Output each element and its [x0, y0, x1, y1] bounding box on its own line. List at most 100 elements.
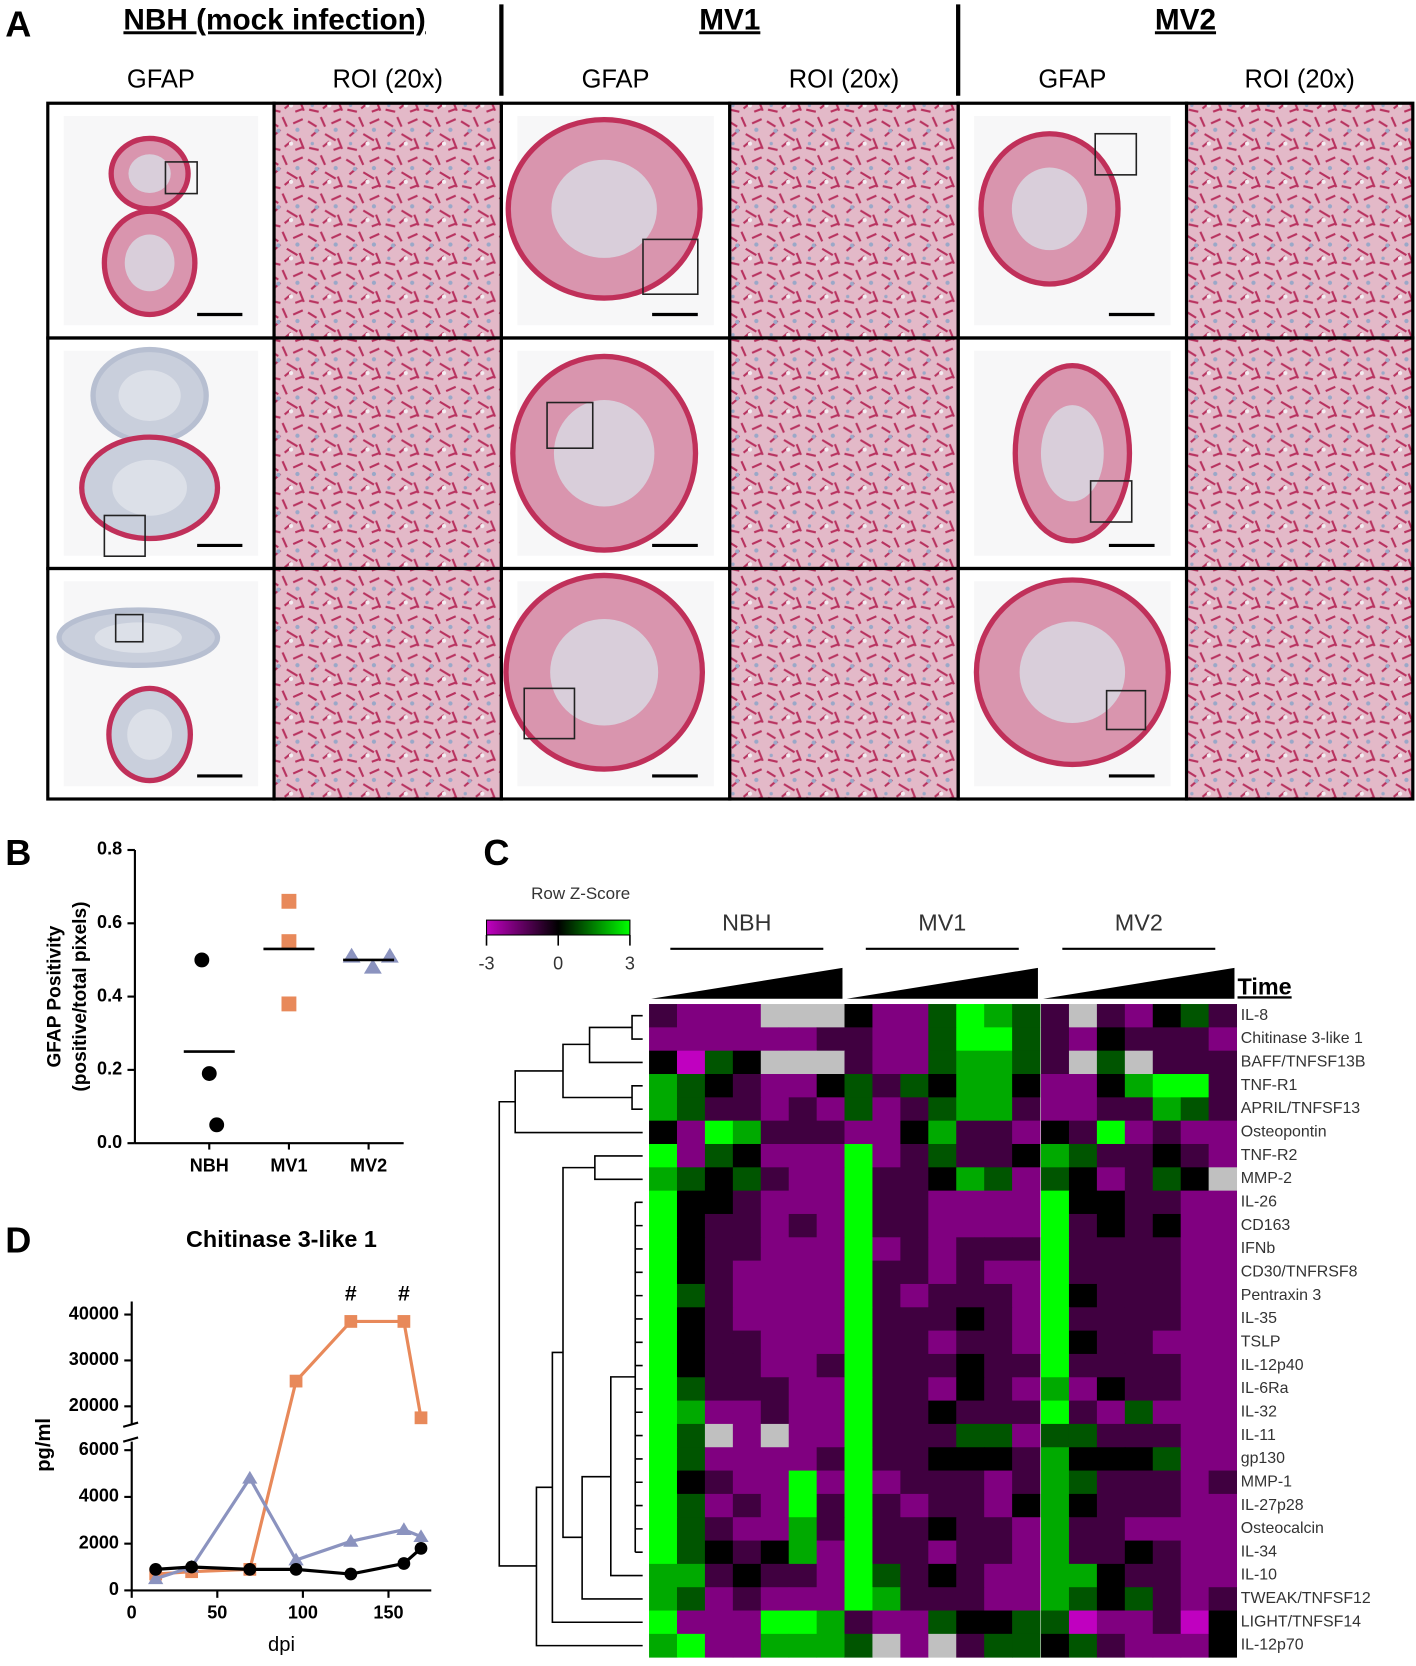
heatmap-cell: [984, 1470, 1013, 1495]
heatmap-cell: [704, 1633, 734, 1658]
heatmap-cell: [984, 1400, 1013, 1425]
time-wedge: [1043, 967, 1235, 999]
heatmap-cell: [956, 1050, 985, 1075]
heatmap-cell: [649, 1400, 678, 1425]
heatmap-cell: [1152, 1050, 1182, 1075]
data-point: [414, 1411, 428, 1425]
heatmap-cell: [1068, 1074, 1098, 1098]
heatmap-cell: [1124, 1377, 1154, 1402]
colorbar-tick-label: -3: [478, 953, 494, 973]
heatmap-cell: [704, 1237, 734, 1262]
heatmap-cell: [1124, 1470, 1154, 1495]
y-tick-label: 4000: [79, 1486, 119, 1506]
heatmap-cell: [788, 1307, 818, 1332]
heatmap-cell: [1152, 1517, 1182, 1541]
heatmap-cell: [1152, 1447, 1182, 1471]
heatmap-cell: [1124, 1213, 1154, 1238]
y-tick-label: 0.6: [97, 912, 122, 932]
heatmap-cell: [928, 1283, 957, 1308]
heatmap-cell: [1012, 1074, 1041, 1098]
heatmap-cell: [649, 1237, 678, 1262]
heatmap-cell: [649, 1307, 678, 1332]
heatmap-cell: [1041, 1330, 1070, 1355]
heatmap-cell: [1012, 1097, 1041, 1122]
heatmap-cell: [649, 1540, 678, 1565]
heatmap-cell: [844, 1213, 873, 1238]
x-tick-label: 0: [127, 1603, 137, 1623]
heatmap-cell: [760, 1377, 790, 1402]
heatmap-cell: [1180, 1540, 1210, 1565]
heatmap-cell: [760, 1400, 790, 1425]
heatmap-cell: [1012, 1447, 1041, 1471]
heatmap-cell: [900, 1213, 929, 1238]
heatmap-cell: [872, 1400, 901, 1425]
heatmap-cell: [760, 1307, 790, 1332]
heatmap-cell: [984, 1237, 1013, 1262]
heatmap-cell: [928, 1213, 957, 1238]
heatmap-cell: [788, 1377, 818, 1402]
heatmap-cell: [1012, 1610, 1041, 1635]
panel-label: B: [5, 832, 31, 873]
heatmap-cell: [1068, 1027, 1098, 1052]
heatmap-cell: [1068, 1307, 1098, 1332]
heatmap-cell: [1096, 1423, 1126, 1448]
heatmap-cell: [1096, 1330, 1126, 1355]
heatmap-cell: [872, 1377, 901, 1402]
heatmap-cell: [760, 1493, 790, 1518]
heatmap-cell: [1012, 1213, 1041, 1238]
heatmap-cell: [844, 1423, 873, 1448]
heatmap-cell: [760, 1027, 790, 1052]
heatmap-cell: [928, 1143, 957, 1168]
heatmap-cell: [704, 1213, 734, 1238]
heatmap-cell: [676, 1353, 706, 1378]
heatmap-cell: [844, 1120, 873, 1145]
x-tick-label: MV1: [270, 1155, 307, 1175]
heatmap-cell: [984, 1540, 1013, 1565]
data-point: [414, 1541, 428, 1555]
heatmap-cell: [872, 1027, 901, 1052]
heatmap-cell: [760, 1050, 790, 1075]
heatmap-cell: [1180, 1237, 1210, 1262]
heatmap-cell: [900, 1610, 929, 1635]
heatmap-cell: [649, 1470, 678, 1495]
heatmap-cell: [900, 1167, 929, 1192]
heatmap-cell: [732, 1493, 762, 1518]
x-axis-label: dpi: [268, 1634, 295, 1656]
heatmap-cell: [788, 1353, 818, 1378]
heatmap-cell: [760, 1330, 790, 1355]
heatmap-cell: [732, 1004, 762, 1028]
heatmap-cell: [788, 1517, 818, 1541]
heatmap-cell: [704, 1400, 734, 1425]
roi-box: [642, 238, 699, 295]
heatmap-cell: [760, 1260, 790, 1285]
heatmap-cell: [1041, 1167, 1070, 1192]
heatmap-cell: [676, 1050, 706, 1075]
heatmap-cell: [676, 1470, 706, 1495]
heatmap-cell: [1012, 1237, 1041, 1262]
heatmap-cell: [1180, 1097, 1210, 1122]
heatmap-cell: [872, 1074, 901, 1098]
data-point: [201, 1066, 217, 1081]
tissue-core: [112, 459, 187, 516]
heatmap-cell: [1124, 1167, 1154, 1192]
heatmap-cell: [1096, 1447, 1126, 1471]
heatmap-cell: [732, 1120, 762, 1145]
heatmap-cell: [1152, 1097, 1182, 1122]
heatmap-cell: [649, 1004, 678, 1028]
heatmap-cell: [900, 1423, 929, 1448]
heatmap-cell: [1068, 1447, 1098, 1471]
heatmap-cell: [872, 1330, 901, 1355]
heatmap-cell: [649, 1190, 678, 1215]
heatmap-cell: [788, 1004, 818, 1028]
heatmap-cell: [760, 1097, 790, 1122]
heatmap-cell: [1068, 1283, 1098, 1308]
tissue-core: [118, 370, 181, 421]
y-tick-label: 20000: [69, 1395, 119, 1415]
heatmap-cell: [1096, 1377, 1126, 1402]
heatmap-cell: [1012, 1633, 1041, 1658]
row-label: LIGHT/TNFSF14: [1241, 1613, 1361, 1630]
heatmap-cell: [1152, 1074, 1182, 1098]
heatmap-cell: [928, 1377, 957, 1402]
heatmap-cell: [984, 1353, 1013, 1378]
x-tick-label: 100: [288, 1603, 318, 1623]
